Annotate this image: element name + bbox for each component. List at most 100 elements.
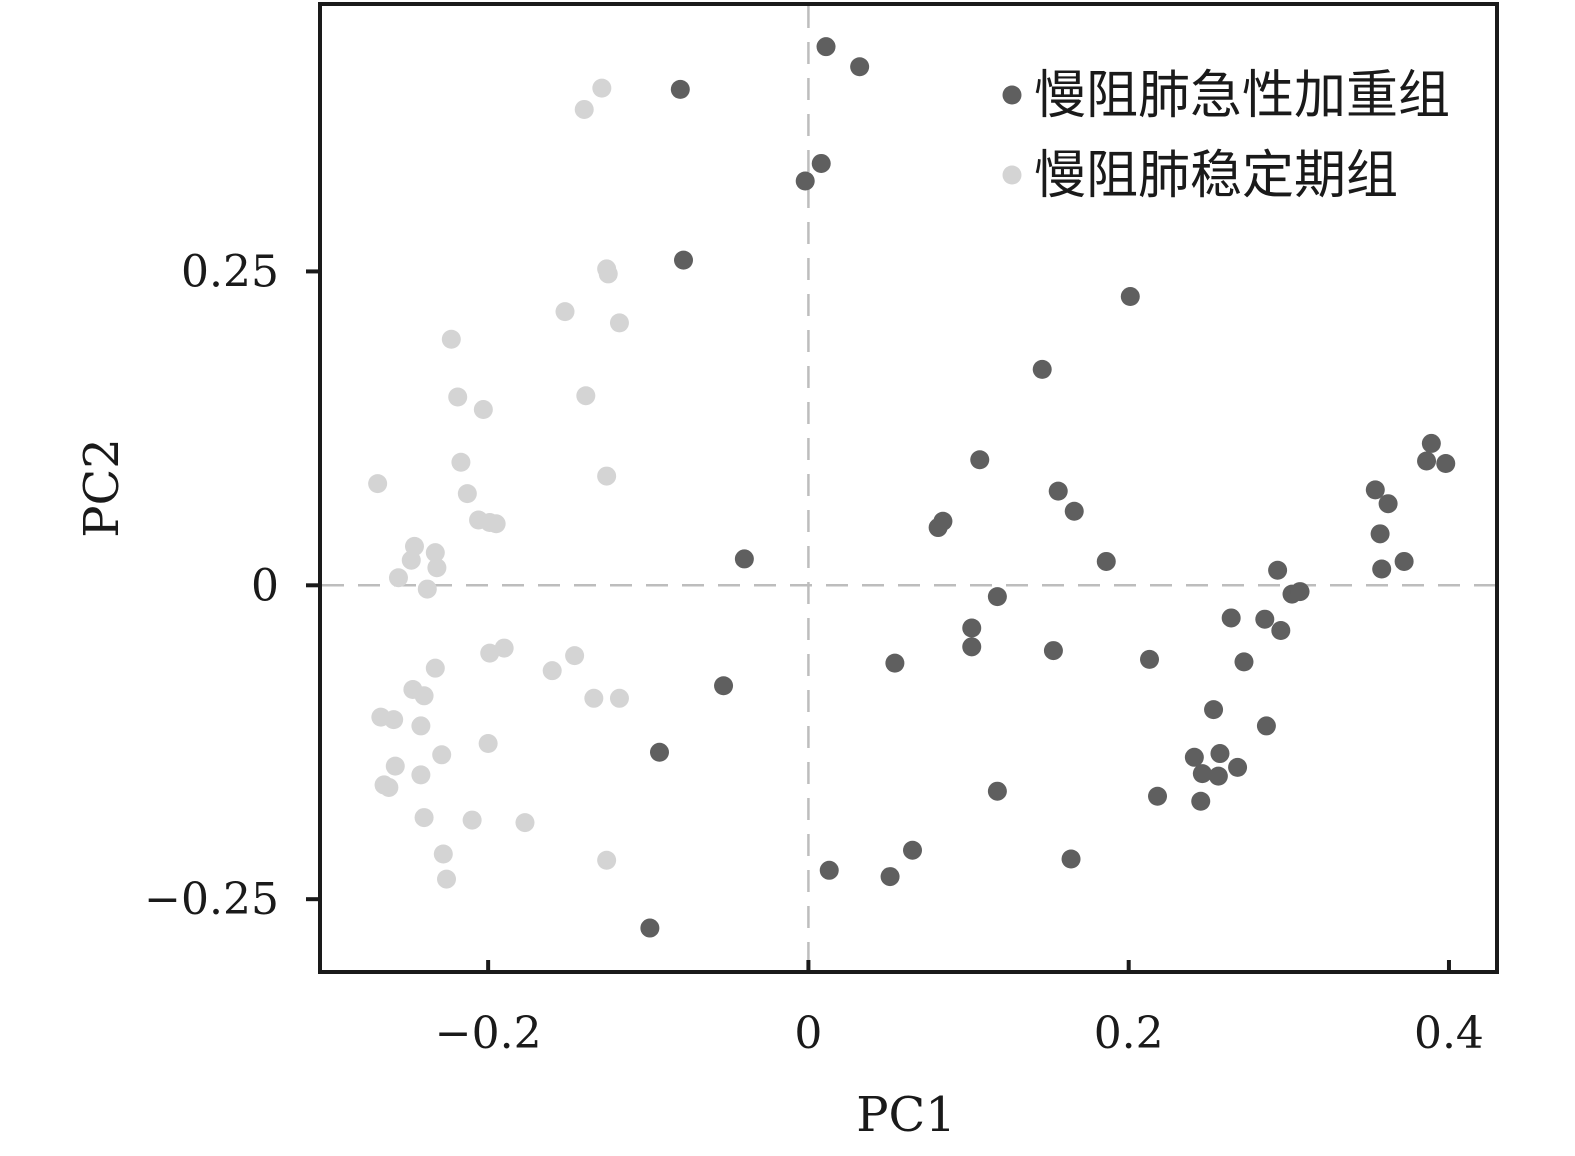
scatter-point	[1120, 287, 1140, 307]
scatter-point	[649, 742, 669, 762]
scatter-point	[494, 638, 514, 658]
scatter-point	[451, 452, 471, 472]
scatter-point	[433, 844, 453, 864]
scatter-point	[816, 37, 836, 57]
scatter-point	[574, 99, 594, 119]
x-tick-label: 0.2	[1094, 1008, 1164, 1059]
scatter-point	[1032, 359, 1052, 379]
scatter-point	[486, 514, 506, 534]
scatter-point	[962, 618, 982, 638]
scatter-point	[457, 484, 477, 504]
scatter-point	[1436, 454, 1456, 474]
scatter-point	[417, 579, 437, 599]
scatter-point	[592, 78, 612, 98]
scatter-point	[1184, 747, 1204, 767]
scatter-point	[795, 171, 815, 191]
scatter-point	[480, 643, 500, 663]
scatter-point	[1210, 744, 1230, 764]
scatter-point	[970, 450, 990, 470]
scatter-point	[734, 549, 754, 569]
scatter-point	[609, 688, 629, 708]
scatter-point	[1061, 849, 1081, 869]
scatter-point	[1365, 480, 1385, 500]
x-axis: −0.2 0 0.2 0.4	[435, 960, 1484, 1059]
y-tick-label: −0.25	[144, 874, 279, 925]
scatter-point	[1421, 433, 1441, 453]
scatter-point	[928, 518, 948, 538]
scatter-point	[437, 869, 457, 889]
legend-marker	[1002, 85, 1022, 105]
scatter-point	[1378, 494, 1398, 514]
scatter-point	[425, 658, 445, 678]
y-tick-label: 0	[251, 560, 279, 611]
scatter-point	[584, 688, 604, 708]
series-1	[640, 37, 1456, 938]
scatter-point	[432, 745, 452, 765]
scatter-point	[670, 79, 690, 99]
data-points	[368, 37, 1456, 938]
scatter-point	[448, 387, 468, 407]
scatter-point	[640, 918, 660, 938]
scatter-point	[565, 646, 585, 666]
scatter-point	[401, 550, 421, 570]
scatter-point	[388, 568, 408, 588]
scatter-point	[1417, 451, 1437, 471]
scatter-point	[384, 710, 404, 730]
scatter-point	[1372, 559, 1392, 579]
scatter-point	[880, 867, 900, 887]
scatter-point	[987, 587, 1007, 607]
scatter-point	[411, 765, 431, 785]
y-axis-label: PC2	[74, 438, 130, 538]
scatter-point	[1290, 582, 1310, 602]
scatter-point	[427, 558, 447, 578]
scatter-point	[425, 543, 445, 563]
scatter-point	[1370, 524, 1390, 544]
scatter-point	[1043, 641, 1063, 661]
x-tick-label: −0.2	[435, 1008, 542, 1059]
scatter-point	[1221, 608, 1241, 628]
scatter-point	[1271, 621, 1291, 641]
scatter-point	[1228, 757, 1248, 777]
scatter-point	[903, 840, 923, 860]
scatter-point	[368, 474, 388, 494]
scatter-point	[1140, 649, 1160, 669]
scatter-point	[411, 716, 431, 736]
scatter-point	[885, 653, 905, 673]
scatter-point	[811, 153, 831, 173]
scatter-point	[1191, 791, 1211, 811]
scatter-point	[1096, 551, 1116, 571]
legend-marker	[1002, 165, 1022, 185]
scatter-point	[962, 637, 982, 657]
scatter-point	[1048, 481, 1068, 501]
scatter-point	[1204, 700, 1224, 720]
scatter-point	[850, 57, 870, 77]
series-2	[368, 78, 629, 889]
scatter-point	[478, 733, 498, 753]
scatter-point	[1208, 766, 1228, 786]
scatter-point	[987, 781, 1007, 801]
scatter-point	[714, 676, 734, 696]
scatter-point	[819, 860, 839, 880]
scatter-point	[1064, 501, 1084, 521]
scatter-point	[1192, 764, 1212, 784]
scatter-point	[473, 400, 493, 420]
scatter-point	[1148, 786, 1168, 806]
scatter-point	[441, 329, 461, 349]
scatter-point	[609, 313, 629, 333]
legend-label: 慢阻肺稳定期组	[1034, 146, 1398, 206]
scatter-point	[1234, 652, 1254, 672]
scatter-point	[385, 756, 405, 776]
scatter-point	[555, 302, 575, 322]
x-tick-label: 0.4	[1414, 1008, 1484, 1059]
scatter-point	[576, 386, 596, 406]
scatter-point	[1255, 609, 1275, 629]
scatter-point	[462, 810, 482, 830]
scatter-point	[414, 686, 434, 706]
scatter-point	[515, 813, 535, 833]
scatter-point	[597, 850, 617, 870]
plot-frame	[318, 2, 1499, 974]
scatter-point	[542, 661, 562, 681]
scatter-point	[414, 808, 434, 828]
